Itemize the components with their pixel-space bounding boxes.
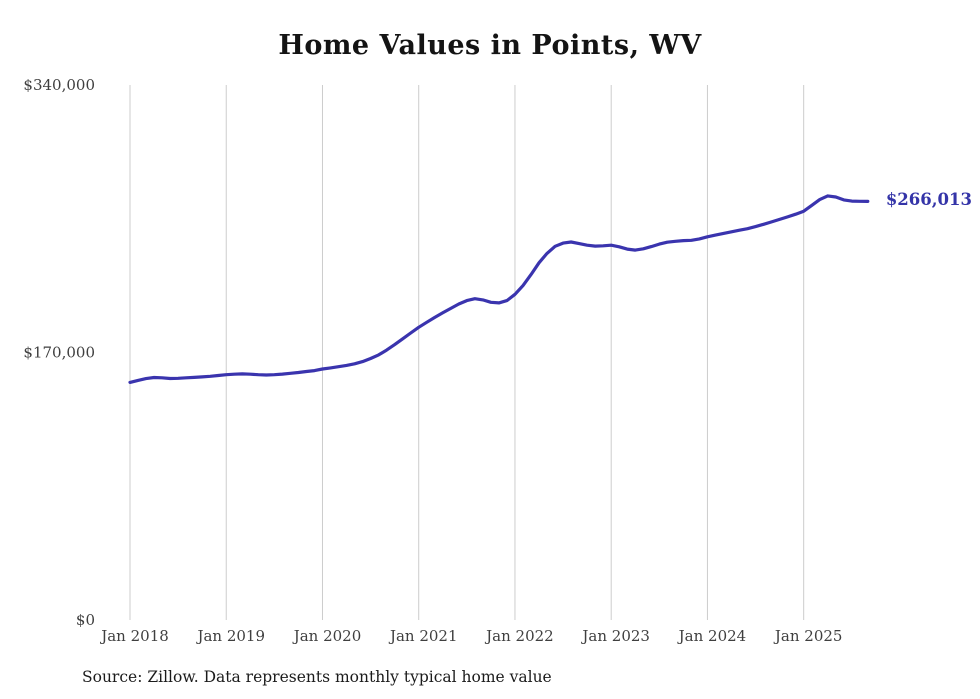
x-tick-label: Jan 2023	[580, 627, 650, 645]
x-tick-label: Jan 2021	[388, 627, 458, 645]
x-tick-label: Jan 2018	[99, 627, 169, 645]
x-tick-label: Jan 2019	[195, 627, 265, 645]
x-tick-label: Jan 2024	[677, 627, 747, 645]
y-tick-label: $170,000	[23, 344, 95, 362]
x-tick-label: Jan 2020	[292, 627, 362, 645]
chart-title: Home Values in Points, WV	[278, 30, 702, 61]
x-tick-label: Jan 2022	[484, 627, 554, 645]
y-tick-label: $0	[76, 611, 95, 629]
latest-value-label: $266,013	[885, 190, 972, 210]
source-note: Source: Zillow. Data represents monthly …	[82, 668, 552, 686]
home-value-line	[128, 194, 870, 384]
y-tick-label: $340,000	[23, 76, 95, 94]
x-tick-label: Jan 2025	[773, 627, 843, 645]
